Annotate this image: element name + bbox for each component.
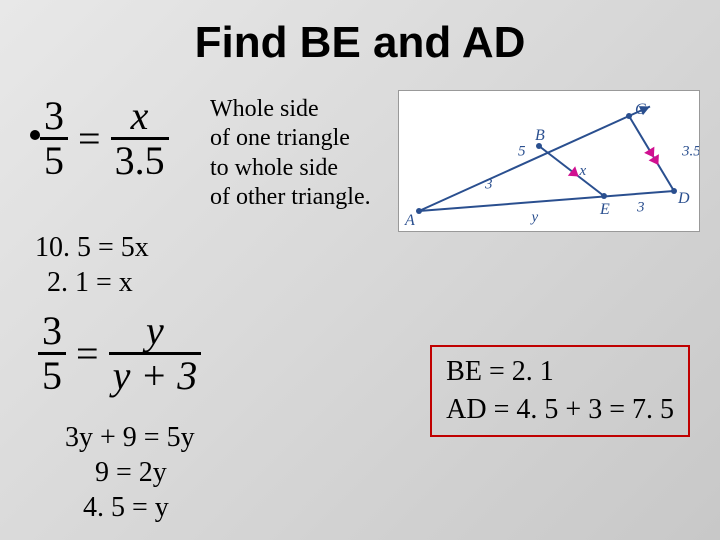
proportion-note: Whole side of one triangle to whole side…	[210, 95, 371, 212]
note-line: Whole side	[210, 95, 371, 124]
step-line: 10. 5 = 5x	[35, 230, 149, 265]
svg-text:x: x	[579, 163, 587, 179]
step-line: 3y + 9 = 5y	[65, 420, 195, 455]
answer-box: BE = 2. 1 AD = 4. 5 + 3 = 7. 5	[430, 345, 690, 437]
eq2-num2: y	[142, 310, 168, 352]
equals: =	[76, 330, 99, 377]
step-line: 9 = 2y	[65, 455, 195, 490]
svg-text:3: 3	[636, 200, 645, 216]
step-line: 4. 5 = y	[65, 490, 195, 525]
svg-text:y: y	[530, 210, 539, 226]
eq1-den2: 3.5	[111, 140, 169, 182]
note-line: of other triangle.	[210, 183, 371, 212]
note-line: to whole side	[210, 154, 371, 183]
page-title: Find BE and AD	[0, 0, 720, 68]
svg-text:E: E	[599, 201, 610, 218]
eq2-num1: 3	[38, 310, 66, 352]
fraction-2-right: y y + 3	[109, 310, 202, 397]
eq1-num2: x	[127, 95, 153, 137]
eq2-den1: 5	[38, 355, 66, 397]
svg-text:B: B	[535, 127, 545, 144]
fraction-1-right: x 3.5	[111, 95, 169, 182]
equation-1: 3 5 = x 3.5	[40, 95, 169, 182]
svg-text:D: D	[677, 190, 690, 207]
equation-2: 3 5 = y y + 3	[38, 310, 201, 397]
fraction-1-left: 3 5	[40, 95, 68, 182]
answer-line: AD = 4. 5 + 3 = 7. 5	[446, 391, 674, 429]
triangle-diagram: A B C D E 5 3 x y 3 3.5	[398, 90, 700, 232]
eq1-num1: 3	[40, 95, 68, 137]
solve-x-steps: 10. 5 = 5x 2. 1 = x	[35, 230, 149, 300]
fraction-2-left: 3 5	[38, 310, 66, 397]
eq2-den2: y + 3	[109, 355, 202, 397]
bullet	[30, 130, 40, 140]
answer-line: BE = 2. 1	[446, 353, 674, 391]
svg-text:3: 3	[484, 177, 493, 193]
svg-text:A: A	[404, 212, 415, 229]
eq1-den1: 5	[40, 140, 68, 182]
svg-text:C: C	[635, 101, 646, 118]
svg-text:5: 5	[518, 144, 526, 160]
equals: =	[78, 115, 101, 162]
diagram-svg: A B C D E 5 3 x y 3 3.5	[399, 91, 699, 231]
note-line: of one triangle	[210, 124, 371, 153]
svg-text:3.5: 3.5	[681, 144, 699, 160]
solve-y-steps: 3y + 9 = 5y 9 = 2y 4. 5 = y	[65, 420, 195, 525]
step-line: 2. 1 = x	[35, 265, 149, 300]
